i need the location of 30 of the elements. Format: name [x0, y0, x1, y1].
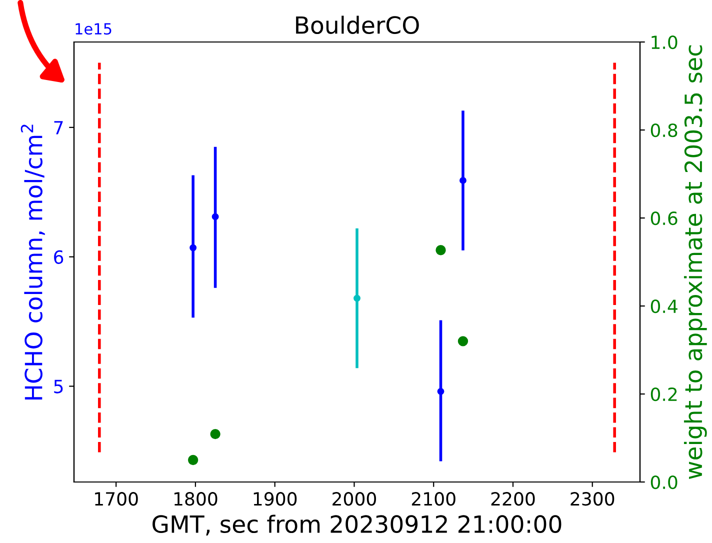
y2-tick-label: 0.8	[650, 123, 678, 138]
y2-tick-label: 0.6	[650, 211, 678, 226]
y2-axis-title: weight to approximate at 2003.5 sec	[684, 45, 707, 480]
y-tick-label: 5	[54, 380, 63, 394]
y2-tick-label: 0.2	[650, 387, 677, 402]
point	[212, 213, 219, 220]
y2-tick-label: 0.4	[650, 299, 678, 314]
y-axis-title: HCHO column, mol/cm$^{2}$	[20, 124, 45, 400]
x-tick-label: 2000	[332, 492, 376, 506]
point	[210, 428, 220, 440]
point	[460, 177, 466, 184]
point	[436, 245, 446, 256]
y-tick-label: 7	[54, 121, 63, 134]
x-tick-label: 1800	[174, 492, 218, 506]
point	[354, 294, 360, 302]
chart-title: BoulderCO	[296, 16, 419, 34]
x-tick-label: 1900	[254, 492, 297, 506]
point	[188, 454, 198, 466]
x-tick-label: 2100	[412, 492, 456, 506]
point	[190, 244, 197, 252]
x-tick-label: 1700	[95, 492, 138, 506]
x-axis-title: GMT, sec from 20230912 21:00:00	[152, 514, 562, 536]
x-tick-label: 2300	[570, 492, 614, 506]
point	[458, 336, 468, 346]
text: 1e15	[76, 23, 112, 35]
point	[437, 388, 444, 395]
x-tick-label: 2200	[491, 492, 535, 506]
y-tick-label: 6	[54, 250, 64, 264]
y2-tick-label: 0.0	[650, 475, 678, 490]
y2-tick-label: 1.0	[652, 35, 678, 50]
